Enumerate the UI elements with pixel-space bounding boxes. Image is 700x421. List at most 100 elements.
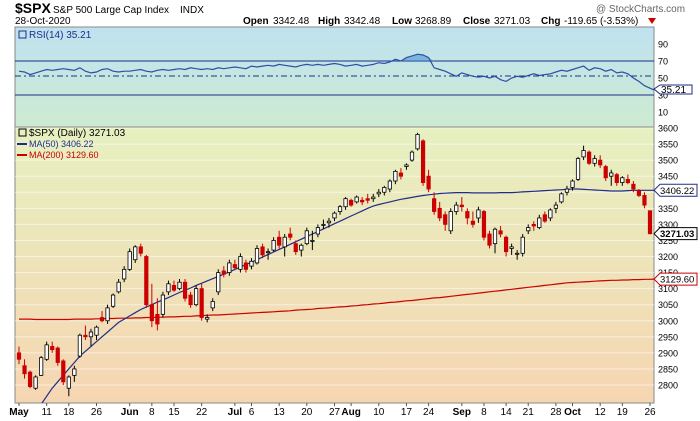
candle-body <box>404 164 409 167</box>
open-value: 3342.48 <box>273 16 310 27</box>
candle <box>260 243 265 259</box>
candle <box>227 259 232 276</box>
candle <box>642 192 647 209</box>
candle-body <box>581 150 586 158</box>
candle <box>509 243 514 255</box>
candle <box>138 243 143 257</box>
candle <box>631 181 636 193</box>
candle-body <box>598 159 603 166</box>
x-tick-label: 27 <box>329 407 341 418</box>
candle <box>465 208 470 225</box>
candle <box>420 139 426 186</box>
candle <box>609 169 614 186</box>
candle-body <box>166 283 171 293</box>
ma50-tag: 3406.22 <box>653 183 698 197</box>
candle <box>315 224 320 238</box>
candle-body <box>636 190 642 196</box>
candle <box>598 155 603 169</box>
high-label: High <box>318 16 340 27</box>
candle <box>432 192 437 215</box>
candle <box>492 227 498 254</box>
candle <box>404 163 409 170</box>
candle-body <box>575 158 581 180</box>
candle <box>349 198 354 207</box>
candle <box>476 206 481 223</box>
candle-body <box>398 172 404 177</box>
price-background <box>14 126 655 404</box>
candle <box>144 254 149 308</box>
candle <box>443 211 448 231</box>
candle-body <box>520 236 525 254</box>
candle-body <box>243 262 249 270</box>
rsi-value-tag <box>653 84 693 95</box>
candle-body <box>459 204 464 208</box>
price-legend-text: $SPX (Daily) 3271.03 <box>29 128 126 139</box>
price-legend: $SPX (Daily) 3271.03 MA(50) 3406.22 MA(2… <box>17 128 126 160</box>
x-tick-label: Sep <box>453 407 471 418</box>
close-label: Close <box>463 16 491 27</box>
candle-body <box>210 301 215 309</box>
candle-body <box>542 214 547 222</box>
candle <box>44 341 49 361</box>
candle-body <box>647 210 653 235</box>
price-legend-swatch <box>18 128 27 137</box>
price-tick-label: 3300 <box>658 220 678 230</box>
candle <box>587 150 592 165</box>
candle-body <box>432 198 437 212</box>
ma50-tag-text: 3406.22 <box>660 186 694 197</box>
x-tick-label: Jul <box>228 407 243 418</box>
candle-body <box>360 199 365 203</box>
candle <box>564 185 570 196</box>
candle-body <box>182 281 188 299</box>
candle-body <box>205 317 210 320</box>
candle <box>254 245 260 265</box>
candle-body <box>232 264 237 269</box>
candle <box>304 227 309 246</box>
close-value: 3271.03 <box>494 16 531 27</box>
candle-body <box>122 268 127 280</box>
candle-body <box>249 260 254 267</box>
candle-body <box>110 294 116 307</box>
candle <box>426 169 431 193</box>
candle-body <box>171 285 177 291</box>
x-tick-label: 8 <box>481 407 487 418</box>
candle-body <box>426 175 431 190</box>
candle <box>166 280 171 296</box>
candle <box>470 211 475 228</box>
x-tick-label: 14 <box>501 407 513 418</box>
x-tick-label: 12 <box>595 407 607 418</box>
candle-body <box>304 230 309 245</box>
candle <box>182 278 188 302</box>
candle <box>199 283 204 321</box>
rsi-background <box>14 26 655 128</box>
candle <box>249 258 254 270</box>
candle-body <box>288 233 293 238</box>
price-tick-label: 3450 <box>658 172 678 182</box>
candle <box>265 248 271 260</box>
candle <box>498 225 503 238</box>
candle <box>271 237 276 252</box>
candle-body <box>387 180 392 190</box>
candle <box>326 217 332 228</box>
candle <box>454 201 459 215</box>
candle <box>437 201 442 222</box>
candle-body <box>33 376 38 389</box>
candle <box>133 245 138 263</box>
x-tick-label: 28 <box>550 407 562 418</box>
candle <box>520 234 525 257</box>
candle-body <box>293 243 298 253</box>
price-tick-label: 3250 <box>658 236 678 246</box>
rsi-legend-text: RSI(14) 35.21 <box>29 30 92 41</box>
candle <box>39 356 44 377</box>
candle <box>559 192 564 204</box>
candle <box>387 179 392 193</box>
candle-body <box>559 193 564 203</box>
exchange: INDX <box>180 5 204 16</box>
down-triangle-icon <box>648 18 656 24</box>
candle <box>177 278 182 291</box>
candle <box>481 209 487 241</box>
x-tick-label: 26 <box>644 407 656 418</box>
candle-body <box>77 334 82 357</box>
candle-body <box>365 198 370 201</box>
candle-body <box>443 214 448 225</box>
